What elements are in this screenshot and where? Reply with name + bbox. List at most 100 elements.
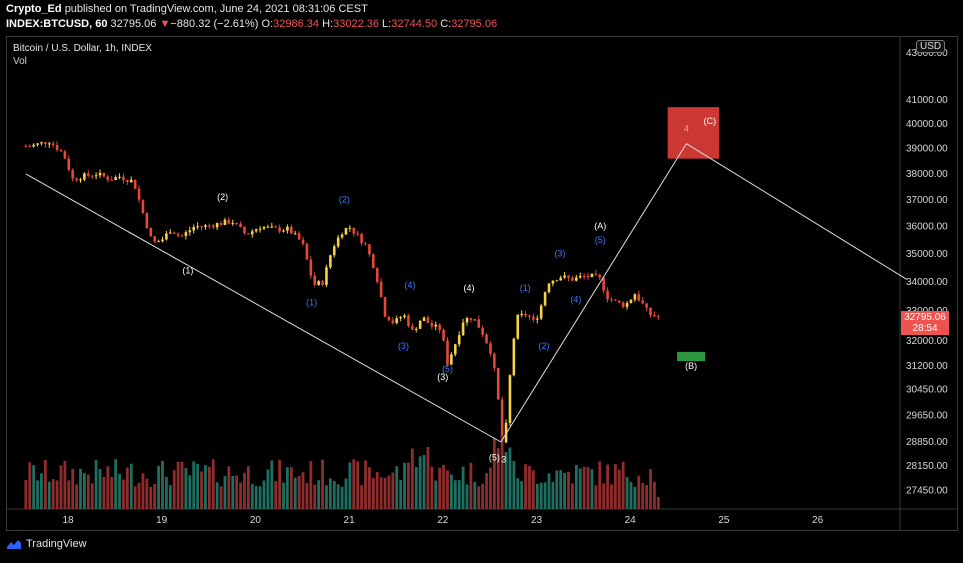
candle-body	[336, 237, 340, 247]
volume-bar	[524, 464, 527, 509]
candle-body	[575, 277, 578, 281]
wave-label: (4)	[405, 280, 416, 290]
volume-bar	[258, 486, 262, 509]
candle-body	[149, 227, 153, 237]
candle-body	[106, 176, 110, 180]
candle-body	[617, 300, 621, 303]
volume-bar	[340, 486, 344, 509]
candle-body	[535, 318, 539, 320]
candle-body	[457, 335, 461, 345]
volume-bar	[86, 474, 90, 509]
volume-bar	[598, 461, 602, 509]
currency-button[interactable]: USD	[916, 40, 946, 53]
volume-bar	[539, 482, 543, 509]
volume-bar	[266, 469, 270, 509]
candle-body	[118, 176, 121, 178]
wave-label: (2)	[538, 341, 549, 351]
wave-label: (4)	[570, 294, 581, 304]
volume-bar	[356, 461, 360, 509]
candle-body	[356, 233, 359, 235]
candle-body	[184, 232, 188, 237]
wave-label: (3)	[554, 249, 565, 259]
candle-body	[465, 318, 469, 323]
x-tick-label: 19	[156, 515, 168, 526]
published-text: published on TradingView.com, June 24, 2…	[64, 3, 368, 15]
candle-body	[496, 367, 500, 400]
volume-bar	[137, 482, 141, 509]
candle-body	[442, 329, 445, 341]
candle-body	[176, 233, 180, 236]
candle-body	[352, 227, 356, 234]
candle-body	[364, 243, 367, 245]
volume-bar	[586, 467, 590, 509]
elliott-trendline[interactable]	[25, 173, 502, 443]
volume-bar	[348, 462, 352, 509]
candle-body	[469, 318, 473, 320]
candle-body	[418, 320, 422, 329]
wave-label: (1)	[182, 266, 193, 276]
candle-body	[137, 188, 141, 200]
author-name[interactable]: Crypto_Ed	[6, 3, 62, 15]
volume-bar	[321, 459, 324, 509]
volume-bar	[235, 475, 239, 509]
volume-bar	[430, 466, 434, 509]
candle-body	[520, 313, 523, 315]
volume-bar	[461, 466, 465, 509]
volume-bar	[188, 475, 192, 509]
wave-label: 3	[501, 454, 506, 464]
volume-bar	[40, 473, 43, 509]
open-value: 32986.34	[273, 18, 320, 30]
candle-body	[282, 230, 285, 232]
x-tick-label: 18	[62, 515, 74, 526]
volume-bar	[414, 467, 418, 509]
volume-bar	[645, 485, 648, 509]
volume-bar	[211, 459, 215, 509]
candle-body	[329, 255, 332, 268]
volume-bar	[629, 481, 633, 509]
volume-bar	[289, 467, 293, 509]
last-price-tag-value: 32795.06	[904, 312, 946, 323]
candle-body	[297, 233, 301, 240]
volume-bar	[297, 476, 301, 509]
wave-label: (4)	[464, 283, 475, 293]
candle-body	[208, 225, 211, 227]
candle-body	[325, 267, 328, 285]
last-price: 32795.06	[110, 18, 157, 30]
volume-bar	[141, 473, 145, 509]
candle-body	[231, 223, 235, 225]
candle-body	[555, 280, 559, 282]
candle-body	[219, 223, 223, 225]
y-tick-label: 30450.00	[906, 384, 948, 395]
candle-body	[286, 226, 289, 231]
tradingview-logo[interactable]: TradingView	[6, 538, 87, 550]
candle-body	[332, 246, 336, 256]
volume-bar	[368, 467, 371, 509]
close-label: C:	[440, 18, 452, 30]
candle-body	[278, 227, 281, 232]
volume-bar	[90, 483, 94, 509]
volume-bar	[82, 473, 86, 509]
volume-bar	[204, 465, 207, 509]
volume-bar	[180, 461, 184, 509]
volume-bar	[246, 466, 250, 509]
elliott-trendline[interactable]	[500, 143, 687, 443]
volume-bar	[422, 455, 426, 509]
volume-bar	[325, 485, 328, 509]
candle-body	[63, 151, 67, 159]
candle-body	[637, 294, 641, 301]
candle-body	[24, 146, 28, 148]
volume-bar	[270, 460, 274, 509]
volume-bar	[161, 460, 164, 509]
volume-bar	[360, 485, 363, 509]
volume-bar	[239, 482, 242, 509]
brand-label: TradingView	[26, 538, 87, 550]
candle-body	[215, 223, 219, 228]
x-tick-label: 20	[250, 515, 262, 526]
candle-body	[51, 143, 55, 146]
elliott-trendline[interactable]	[686, 143, 907, 280]
volume-bar	[301, 472, 305, 509]
y-tick-label: 29650.00	[906, 410, 948, 421]
candle-body	[247, 233, 250, 235]
change-value: −880.32 (−2.61%)	[170, 18, 259, 30]
